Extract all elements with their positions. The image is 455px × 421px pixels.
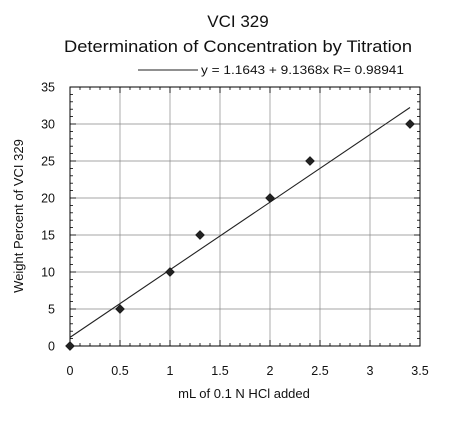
y-tick-label: 30 [41, 118, 55, 132]
data-point [195, 230, 205, 240]
grid [70, 87, 420, 346]
y-tick-label: 20 [41, 192, 55, 206]
data-point [405, 119, 415, 129]
x-tick-label: 1.5 [211, 364, 228, 378]
y-tick-label: 5 [48, 303, 55, 317]
x-tick-labels: 0 0.5 1 1.5 2 2.5 3 3.5 [67, 364, 429, 378]
y-tick-label: 10 [41, 266, 55, 280]
y-tick-label: 15 [41, 229, 55, 243]
plot-area-frame [69, 86, 421, 347]
data-point [305, 156, 315, 166]
x-tick-label: 2.5 [311, 364, 328, 378]
y-tick-label: 0 [48, 340, 55, 354]
data-point [65, 341, 75, 351]
data-point [265, 193, 275, 203]
x-tick-label: 1 [167, 364, 174, 378]
x-axis-label: mL of 0.1 N HCl added [178, 386, 310, 401]
data-point [165, 267, 175, 277]
x-tick-label: 2 [267, 364, 274, 378]
trendline [69, 107, 411, 338]
x-tick-label: 0.5 [111, 364, 128, 378]
data-point [115, 304, 125, 314]
x-tick-label: 3 [367, 364, 374, 378]
data-points [65, 119, 415, 351]
y-tick-label: 35 [41, 81, 55, 95]
y-tick-label: 25 [41, 155, 55, 169]
chart-title: VCI 329 [207, 12, 268, 31]
x-tick-label: 3.5 [411, 364, 428, 378]
y-axis-label: Weight Percent of VCI 329 [11, 139, 26, 293]
chart-subtitle: Determination of Concentration by Titrat… [64, 37, 412, 56]
legend-trendline-label: y = 1.1643 + 9.1368x R= 0.98941 [201, 65, 404, 77]
x-tick-label: 0 [67, 364, 74, 378]
y-tick-labels: 0 5 10 15 20 25 30 35 [41, 81, 55, 354]
